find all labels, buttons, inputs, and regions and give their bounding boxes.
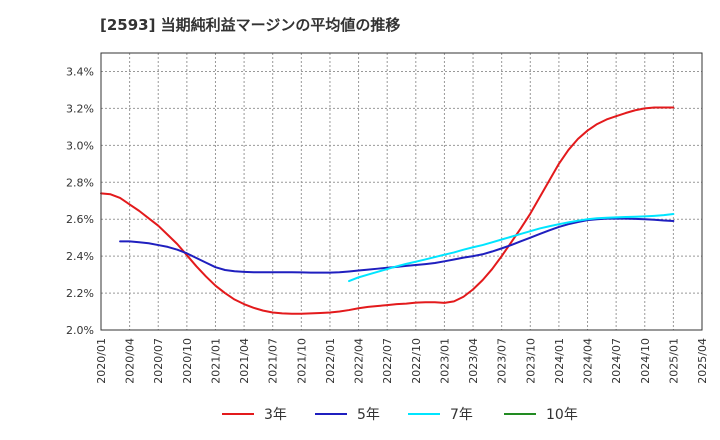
x-tick-label: 2021/10 [295,338,308,384]
x-tick-label: 2025/01 [667,338,680,384]
x-tick-label: 2021/04 [238,338,251,384]
y-tick-label: 3.2% [66,102,94,115]
grid [100,53,703,331]
x-tick-label: 2021/01 [209,338,222,384]
x-axis-ticks: 2020/01 2020/04 2020/07 2020/10 2021/01 2021/… [95,338,709,384]
x-tick-label: 2023/10 [524,338,537,384]
x-tick-label: 2020/04 [124,338,137,384]
chart-title: [2593] 当期純利益マージンの平均値の推移 [100,16,400,34]
x-tick-label: 2025/04 [696,338,709,384]
legend-label-10年: 10年 [546,407,578,423]
y-tick-label: 2.2% [66,287,94,300]
series-line-5年 [119,217,675,274]
y-tick-label: 3.0% [66,139,94,152]
x-tick-label: 2024/01 [553,338,566,384]
x-tick-label: 2022/10 [410,338,423,384]
y-tick-label: 2.6% [66,213,94,226]
x-tick-label: 2021/07 [267,338,280,384]
x-tick-label: 2022/07 [381,338,394,384]
x-tick-label: 2024/04 [582,338,595,384]
x-tick-label: 2023/04 [467,338,480,384]
x-tick-label: 2023/01 [438,338,451,384]
x-tick-label: 2020/01 [95,338,108,384]
series-lines [100,106,675,315]
y-tick-label: 2.0% [66,324,94,337]
x-tick-label: 2022/01 [324,338,337,384]
y-tick-label: 2.8% [66,176,94,189]
x-tick-label: 2022/04 [353,338,366,384]
y-tick-label: 2.4% [66,250,94,263]
legend-label-3年: 3年 [264,407,287,423]
x-tick-label: 2024/07 [610,338,623,384]
series-line-3年 [100,106,675,315]
y-tick-label: 3.4% [66,65,94,78]
legend: 3年 5年 7年 10年 [222,407,578,423]
x-tick-label: 2020/07 [152,338,165,384]
plot-area-frame [100,52,703,331]
series-line-7年 [348,213,675,283]
x-tick-label: 2024/10 [639,338,652,384]
x-tick-label: 2023/07 [496,338,509,384]
legend-label-5年: 5年 [357,407,380,423]
legend-label-7年: 7年 [450,407,473,423]
y-axis-ticks: 2.0% 2.2% 2.4% 2.6% 2.8% 3.0% 3.2% 3.4% [66,65,94,337]
x-tick-label: 2020/10 [181,338,194,384]
